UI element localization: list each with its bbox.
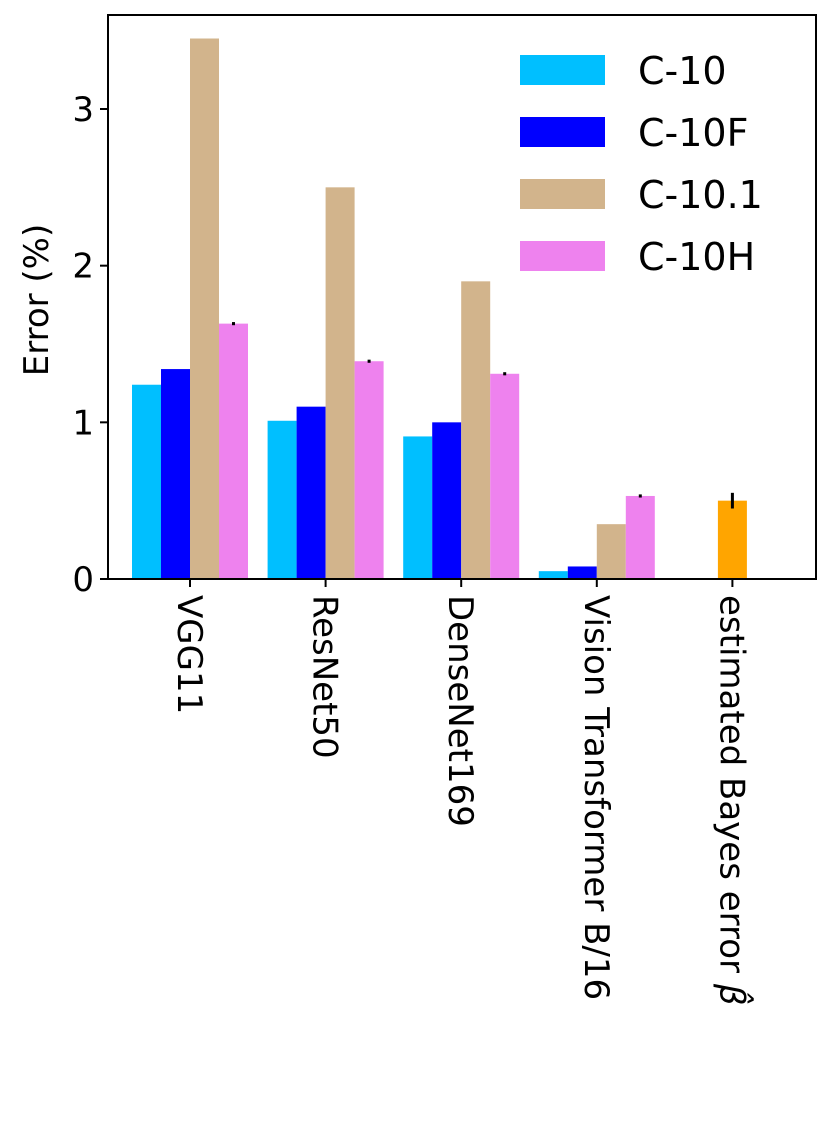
- errorbars-group: [232, 322, 734, 509]
- y-tick-label-3: 3: [72, 90, 94, 130]
- legend-swatch-0: [520, 55, 605, 85]
- y-axis-label: Error (%): [17, 224, 57, 377]
- bar-c-10f-1: [296, 406, 326, 579]
- x-tick-label-4: estimated Bayes error β̂: [711, 595, 753, 1006]
- bar-c-10f-2: [432, 422, 462, 579]
- y-tick-label-1: 1: [72, 403, 94, 443]
- legend-swatch-1: [520, 117, 605, 147]
- bar-c-10f-0: [161, 369, 190, 579]
- y-tick-label-2: 2: [72, 247, 94, 287]
- x-tick-label-1: ResNet50: [305, 595, 345, 759]
- legend-label-0: C-10: [638, 49, 727, 93]
- x-tick-label-2: DenseNet169: [440, 595, 480, 827]
- legend-label-1: C-10F: [638, 111, 748, 155]
- bar-c-10h-0: [219, 323, 248, 579]
- bar-c-10h-3: [625, 495, 655, 579]
- bar-c-10-3: [538, 571, 568, 579]
- bar-c-10-1: [267, 420, 297, 579]
- x-tick-label-0: VGG11: [169, 595, 209, 714]
- bar-c-10-0: [132, 384, 161, 579]
- bar-c-10-1-2: [461, 281, 491, 579]
- x-tick-label-3: Vision Transformer B/16: [576, 595, 616, 1000]
- legend-swatch-2: [520, 179, 605, 209]
- bar-c-10-2: [403, 436, 433, 579]
- legend-swatch-3: [520, 241, 605, 271]
- bar-c-10-1-1: [325, 187, 355, 580]
- legend-label-3: C-10H: [638, 235, 755, 279]
- bar-c-10h-2: [490, 373, 520, 579]
- y-axis-ticks: 0 1 2 3: [72, 90, 108, 600]
- bayes-symbol: β̂: [711, 983, 753, 1006]
- y-tick-label-0: 0: [72, 560, 94, 600]
- legend: C-10 C-10F C-10.1 C-10H: [520, 49, 763, 279]
- legend-label-2: C-10.1: [638, 173, 763, 217]
- bar-c-10-1-0: [190, 38, 219, 579]
- bar-bayes-error: [717, 500, 747, 579]
- bar-c-10h-1: [354, 361, 384, 579]
- bars-group: [132, 38, 747, 580]
- x-axis-ticks: VGG11 ResNet50 DenseNet169 Vision Transform…: [169, 579, 754, 1006]
- bar-c-10f-3: [567, 566, 597, 579]
- bar-c-10-1-3: [596, 524, 626, 579]
